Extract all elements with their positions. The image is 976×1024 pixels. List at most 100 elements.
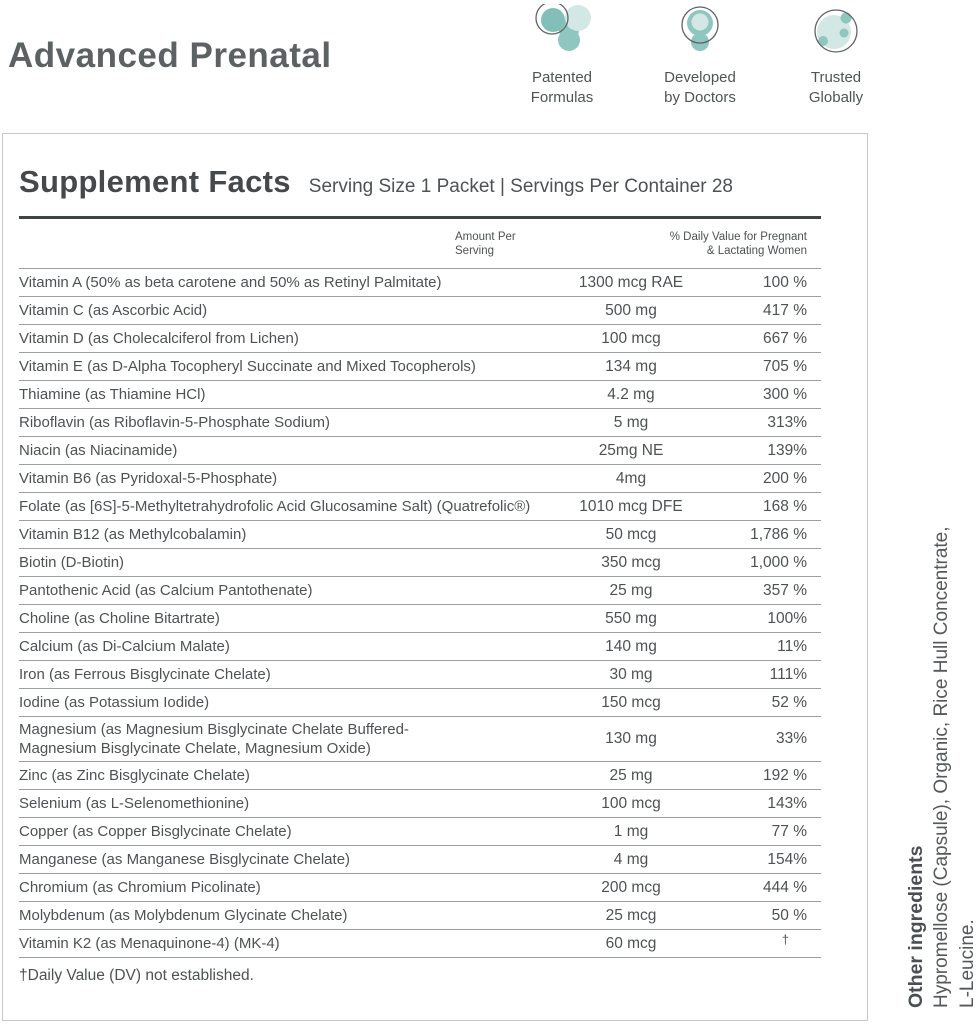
nutrient-name: Copper (as Copper Bisglycinate Chelate) — [19, 823, 292, 840]
nutrient-amount: 100 mcg — [601, 794, 661, 812]
nutrient-daily-value: 357 % — [763, 581, 807, 599]
nutrient-daily-value: 139% — [767, 441, 807, 459]
nutrient-name: Folate (as [6S]-5-Methyltetrahydrofolic … — [19, 498, 531, 515]
table-row: Folate (as [6S]-5-Methyltetrahydrofolic … — [19, 493, 821, 521]
nutrient-daily-value: 33% — [775, 730, 807, 747]
nutrient-daily-value: 77 % — [771, 822, 807, 840]
nutrient-daily-value: 100 % — [763, 273, 807, 291]
table-row: Chromium (as Chromium Picolinate) 200 mcg… — [19, 874, 821, 902]
nutrient-daily-value: 200 % — [763, 469, 807, 487]
nutrient-name: Molybdenum (as Molybdenum Glycinate Chel… — [19, 907, 348, 924]
globe-icon — [808, 4, 864, 62]
nutrient-daily-value: 100% — [767, 609, 807, 627]
nutrient-amount: 200 mcg — [601, 878, 661, 896]
nutrient-name: Calcium (as Di-Calcium Malate) — [19, 638, 230, 655]
serving-info: Serving Size 1 Packet | Servings Per Con… — [308, 176, 734, 197]
nutrient-daily-value: 313% — [767, 413, 807, 431]
table-row: Niacin (as Niacinamide) 25mg NE 139% — [19, 437, 821, 465]
nutrient-amount: 25mg NE — [598, 441, 664, 459]
nutrient-amount: 50 mcg — [605, 525, 657, 543]
table-row: Biotin (D-Biotin) 350 mcg 1,000 % — [19, 549, 821, 577]
nutrient-amount: 4mg — [615, 469, 647, 487]
badge-label: Patented Formulas — [530, 69, 594, 106]
nutrient-daily-value: † — [781, 932, 789, 947]
nutrient-daily-value: 52 % — [771, 693, 807, 711]
badge-label: Trusted Globally — [808, 69, 864, 106]
nutrient-name: Vitamin A (50% as beta carotene and 50% … — [19, 274, 442, 291]
nutrient-amount: 550 mg — [605, 609, 657, 627]
nutrient-daily-value: 1,786 % — [750, 525, 807, 543]
nutrient-name: Vitamin D (as Cholecalciferol from Liche… — [19, 330, 299, 347]
nutrient-amount: 4 mg — [613, 850, 649, 868]
badge-developed-by-doctors: Developed by Doctors — [630, 4, 770, 108]
nutrient-amount: 1010 mcg DFE — [579, 497, 683, 515]
nutrient-daily-value: 300 % — [763, 385, 807, 403]
table-row: Vitamin K2 (as Menaquinone-4) (MK-4) 60 m… — [19, 930, 821, 958]
table-row: Vitamin C (as Ascorbic Acid) 500 mg 417 % — [19, 297, 821, 325]
table-row: Zinc (as Zinc Bisglycinate Chelate) 25 mg… — [19, 762, 821, 790]
nutrient-amount: 25 mg — [609, 581, 653, 599]
nutrient-name: Choline (as Choline Bitartrate) — [19, 610, 220, 627]
nutrient-amount: 100 mcg — [601, 329, 661, 347]
table-row: Vitamin D (as Cholecalciferol from Liche… — [19, 325, 821, 353]
nutrient-daily-value: 154% — [767, 850, 807, 868]
thick-rule — [19, 216, 821, 219]
facts-header: Supplement Facts Serving Size 1 Packet |… — [19, 134, 821, 202]
nutrient-daily-value: 168 % — [763, 497, 807, 515]
nutrient-daily-value: 143% — [767, 794, 807, 812]
table-row: Molybdenum (as Molybdenum Glycinate Chel… — [19, 902, 821, 930]
nutrient-name: Vitamin E (as D-Alpha Tocopheryl Succina… — [19, 358, 476, 375]
nutrient-amount: 130 mg — [605, 730, 657, 747]
supplement-facts-panel: Supplement Facts Serving Size 1 Packet |… — [2, 133, 868, 1021]
other-ingredients-line: Hypromellose (Capsule), Organic, Rice Hu… — [931, 526, 952, 1008]
nutrient-amount: 150 mcg — [601, 693, 661, 711]
nutrient-daily-value: 1,000 % — [750, 553, 807, 571]
nutrient-name: Vitamin B6 (as Pyridoxal-5-Phosphate) — [19, 470, 278, 487]
table-row: Selenium (as L-Selenomethionine) 100 mcg 1… — [19, 790, 821, 818]
nutrient-amount: 25 mcg — [605, 906, 657, 924]
badge-label: Developed by Doctors — [664, 69, 736, 106]
table-row: Riboflavin (as Riboflavin-5-Phosphate So… — [19, 409, 821, 437]
nutrient-name: Niacin (as Niacinamide) — [19, 442, 178, 459]
nutrient-name: Iodine (as Potassium Iodide) — [19, 694, 210, 711]
nutrient-name: Pantothenic Acid (as Calcium Pantothenat… — [19, 582, 313, 599]
table-row: Vitamin B12 (as Methylcobalamin) 50 mcg 1,… — [19, 521, 821, 549]
nutrient-name: Iron (as Ferrous Bisglycinate Chelate) — [19, 666, 271, 683]
nutrient-daily-value: 50 % — [771, 906, 807, 924]
nutrient-daily-value: 111% — [769, 665, 807, 683]
table-row: Thiamine (as Thiamine HCl) 4.2 mg 300 % — [19, 381, 821, 409]
nutrient-daily-value: 417 % — [763, 301, 807, 319]
nutrient-table: Vitamin A (50% as beta carotene and 50% … — [19, 269, 821, 958]
amount-column-header: Amount Per Serving — [455, 231, 516, 257]
table-row: Vitamin B6 (as Pyridoxal-5-Phosphate) 4mg… — [19, 465, 821, 493]
column-headers: Amount Per Serving % Daily Value for Pre… — [19, 219, 821, 269]
nutrient-name: Thiamine (as Thiamine HCl) — [19, 386, 206, 403]
nutrient-column-header — [19, 231, 431, 258]
nutrient-amount: 134 mg — [605, 357, 657, 375]
nutrient-name: Magnesium (as Magnesium Bisglycinate Che… — [19, 721, 409, 757]
nutrient-amount: 30 mg — [609, 665, 653, 683]
table-row: Copper (as Copper Bisglycinate Chelate) 1… — [19, 818, 821, 846]
nutrient-name: Vitamin B12 (as Methylcobalamin) — [19, 526, 247, 543]
other-ingredients-heading: Other ingredients — [905, 845, 927, 1008]
nutrient-amount: 5 mg — [613, 413, 649, 431]
nutrient-name: Zinc (as Zinc Bisglycinate Chelate) — [19, 767, 250, 784]
nutrient-name: Riboflavin (as Riboflavin-5-Phosphate So… — [19, 414, 330, 431]
nutrient-amount: 4.2 mg — [607, 385, 655, 403]
nutrient-amount: 25 mg — [609, 766, 653, 784]
nutrient-amount: 1300 mcg RAE — [578, 273, 684, 291]
table-row: Iodine (as Potassium Iodide) 150 mcg 52 % — [19, 689, 821, 717]
nutrient-name: Vitamin K2 (as Menaquinone-4) (MK-4) — [19, 935, 280, 952]
badge-patented-formulas: Patented Formulas — [492, 4, 632, 108]
nutrient-amount: 350 mcg — [601, 553, 661, 571]
nutrient-daily-value: 667 % — [763, 329, 807, 347]
nutrient-daily-value: 192 % — [763, 766, 807, 784]
table-row: Vitamin A (50% as beta carotene and 50% … — [19, 269, 821, 297]
molecule-icon — [533, 4, 591, 62]
daily-value-column-header: % Daily Value for Pregnant & Lactating W… — [669, 231, 807, 257]
table-row: Pantothenic Acid (as Calcium Pantothenat… — [19, 577, 821, 605]
nutrient-name: Selenium (as L-Selenomethionine) — [19, 795, 250, 812]
nutrient-daily-value: 705 % — [763, 357, 807, 375]
table-row: Choline (as Choline Bitartrate) 550 mg 100… — [19, 605, 821, 633]
table-row: Manganese (as Manganese Bisglycinate Che… — [19, 846, 821, 874]
